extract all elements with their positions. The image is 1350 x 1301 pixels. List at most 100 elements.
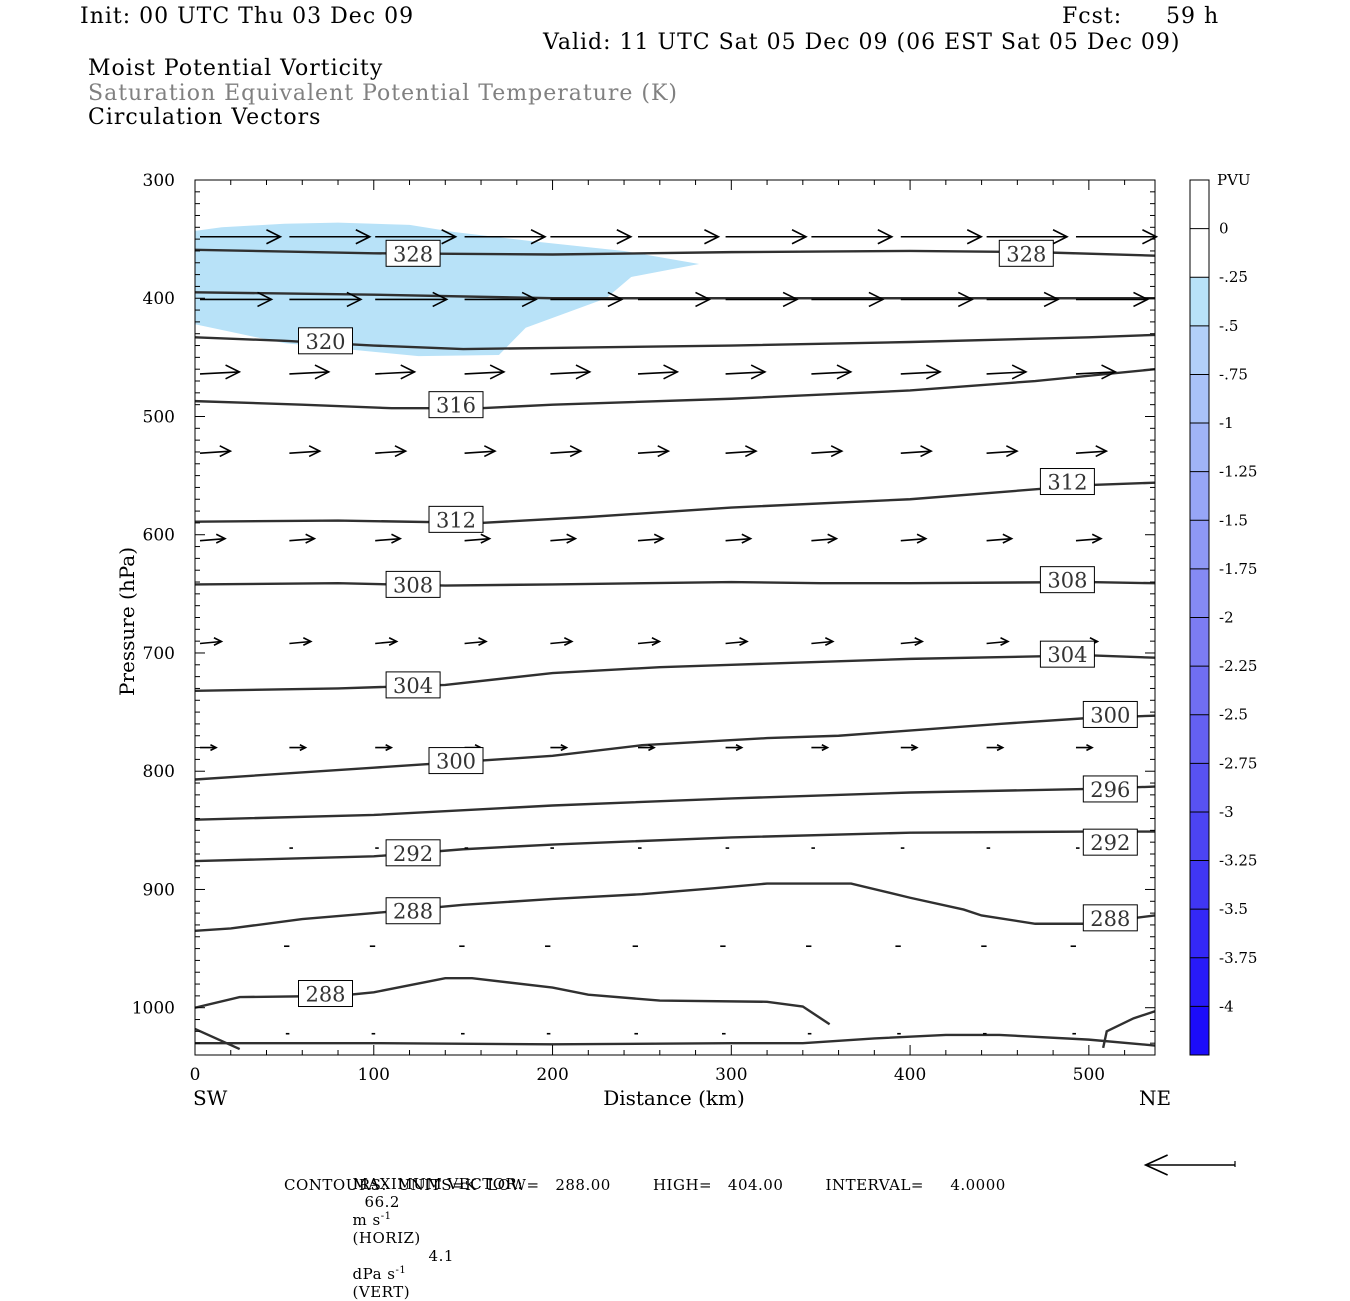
vector-shaft	[986, 371, 1026, 375]
vector-arrow	[375, 637, 399, 646]
vector-head	[1133, 291, 1150, 308]
vector-shaft	[1075, 371, 1116, 375]
contour-label-288: 288	[385, 897, 441, 925]
contour-label-text: 328	[1006, 242, 1046, 266]
contour-label-296: 296	[1082, 775, 1138, 803]
colorbar-label: -1.75	[1219, 560, 1257, 578]
x-axis-title: Distance (km)	[603, 1086, 745, 1110]
vector-shaft	[1075, 450, 1107, 454]
vector-arrow	[811, 744, 830, 752]
field-title-vectors: Circulation Vectors	[88, 105, 322, 130]
vector-head	[916, 533, 928, 544]
contour-label-text: 296	[1090, 778, 1130, 802]
contour-label-text: 292	[393, 842, 433, 866]
contour-label-box	[428, 391, 484, 419]
vector-arrow	[637, 229, 721, 245]
colorbar-label: -1	[1219, 414, 1234, 432]
vector-head	[910, 744, 919, 752]
vector-head	[957, 291, 975, 308]
contour-label-text: 292	[1090, 831, 1130, 855]
vector-arrow	[289, 364, 331, 380]
vector-arrow	[1075, 533, 1103, 544]
x-end-label: NE	[1139, 1086, 1171, 1110]
vector-arrow	[289, 229, 372, 245]
contour-label-box	[298, 980, 354, 1008]
reference-vector-head	[1143, 1154, 1168, 1176]
max-vert-value: 4.1	[428, 1247, 454, 1265]
contour-label-text: 300	[436, 750, 476, 774]
vector-head	[478, 637, 488, 646]
vert-exponent: -1	[395, 1265, 407, 1276]
vector-shaft	[725, 640, 748, 645]
contour-label-292: 292	[1082, 828, 1138, 856]
contour-line-unlabeled	[1101, 1010, 1155, 1049]
vector-arrow	[550, 637, 574, 646]
forecast-label: Fcst:	[1062, 4, 1123, 29]
vector-head	[914, 637, 925, 646]
vector-shaft	[811, 371, 851, 375]
colorbar-label: -3	[1219, 803, 1234, 821]
colorbar-label: -1.5	[1219, 511, 1248, 529]
contour-line-316	[195, 367, 1155, 410]
contour-label-288: 288	[1082, 904, 1138, 932]
vector-arrow	[811, 229, 894, 245]
vector-shaft	[725, 371, 765, 375]
init-time: Init: 00 UTC Thu 03 Dec 09	[80, 4, 415, 29]
vector-arrow	[725, 445, 758, 458]
contour-label-312: 312	[1039, 468, 1095, 496]
colorbar-label: -3.75	[1219, 949, 1257, 967]
vector-shaft	[550, 450, 581, 454]
vector-head	[1052, 229, 1069, 245]
y-tick-label: 300	[143, 171, 175, 191]
vector-arrow	[811, 637, 835, 646]
vector-arrow	[637, 291, 712, 308]
contour-label-box	[1039, 468, 1095, 496]
contour-label-box	[428, 505, 484, 533]
vector-head	[739, 637, 749, 646]
vector-head	[266, 229, 283, 245]
vector-arrow	[200, 744, 218, 752]
vector-head	[827, 533, 839, 544]
colorbar-cell	[1190, 860, 1209, 910]
vector-head	[1095, 445, 1109, 458]
vector-shaft	[811, 537, 837, 542]
vector-arrow	[900, 533, 928, 544]
vector-head	[791, 229, 808, 245]
contour-label-box	[1039, 640, 1095, 668]
vector-arrow	[199, 637, 224, 646]
vector-shaft	[900, 537, 926, 542]
vector-arrow	[375, 291, 449, 308]
vector-head	[400, 364, 417, 380]
colorbar-label: -3.25	[1219, 852, 1257, 870]
y-tick-label: 400	[143, 289, 175, 309]
vector-shaft	[986, 450, 1018, 454]
contour-label-box	[1082, 828, 1138, 856]
vector-arrow	[637, 637, 662, 646]
vector-arrow	[464, 229, 547, 245]
contour-label-box	[298, 327, 354, 355]
vector-shaft	[811, 450, 842, 454]
vector-arrow	[900, 445, 933, 458]
colorbar-cell	[1190, 617, 1209, 667]
colorbar-cell	[1190, 909, 1209, 958]
contour-line-304	[195, 654, 1155, 693]
colorbar-cell	[1190, 957, 1209, 1007]
contour-label-text: 288	[305, 983, 345, 1007]
contour-line-288	[195, 976, 831, 1026]
vector-arrow	[199, 445, 233, 458]
contour-label-text: 316	[436, 394, 476, 418]
vector-head	[1000, 637, 1010, 646]
vector-arrow	[986, 445, 1019, 458]
vector-shaft	[1075, 537, 1102, 542]
vector-head	[521, 291, 538, 308]
vector-arrow	[725, 229, 808, 245]
vector-head	[302, 637, 313, 646]
vector-head	[355, 229, 372, 245]
vector-head	[966, 229, 984, 245]
vector-head	[750, 364, 767, 380]
vector-arrow	[550, 291, 624, 308]
vector-shaft	[637, 450, 669, 454]
colorbar-label: -2.25	[1219, 657, 1257, 675]
contour-label-text: 312	[1047, 471, 1087, 495]
vector-head	[836, 364, 853, 380]
